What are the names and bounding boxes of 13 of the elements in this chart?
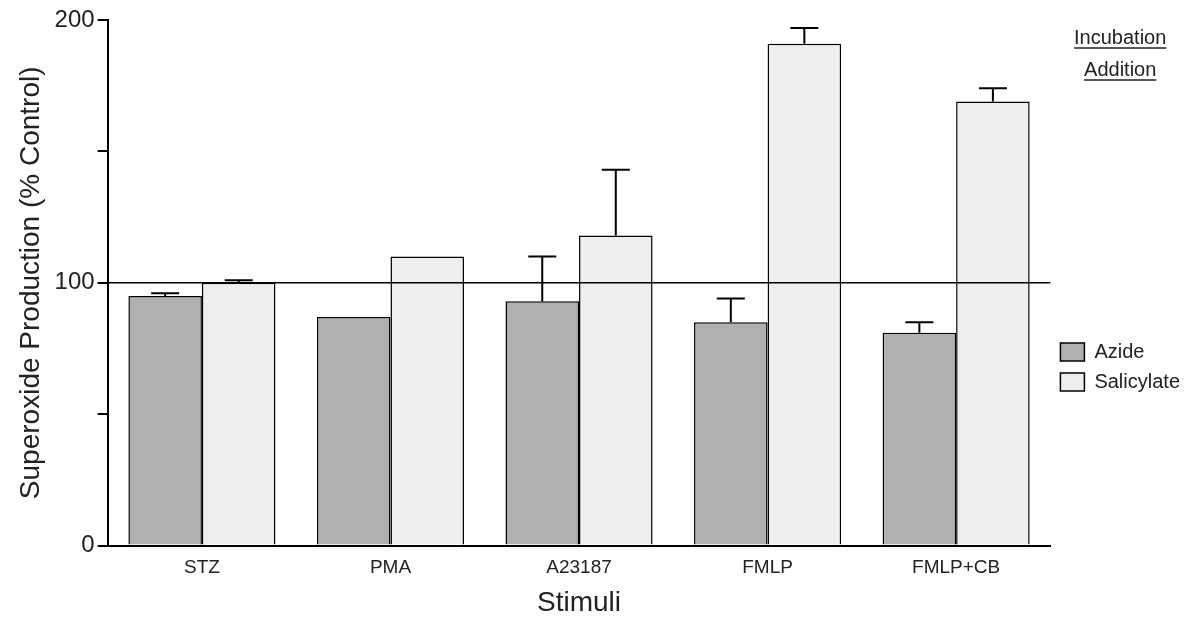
legend-label: Salicylate [1094,369,1181,392]
x-tick-label: FMLP+CB [912,556,1001,578]
x-tick-label: STZ [183,556,221,578]
y-tick-label: 200 [54,4,95,32]
x-tick-label: A23187 [546,556,612,578]
x-tick-label: FMLP [742,556,793,578]
legend-title: Incubation Addition [1074,26,1167,80]
x-tick-label: PMA [369,556,412,578]
y-tick-label: 100 [54,267,95,295]
y-axis-title: Superoxide Production (% Control) [13,66,45,500]
y-tick-label: 0 [81,530,95,558]
x-axis-title: Stimuli [537,585,622,617]
legend-label: Azide [1094,339,1145,362]
